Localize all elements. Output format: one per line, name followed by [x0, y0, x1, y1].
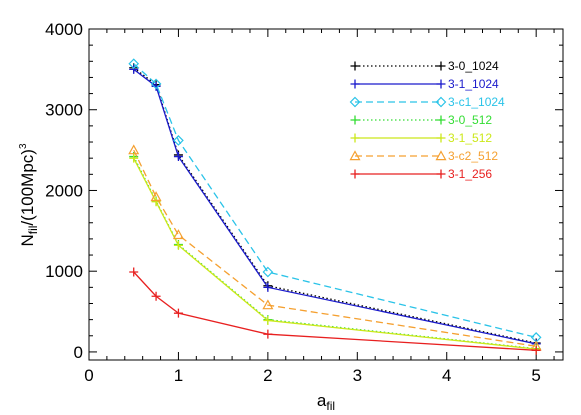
x-tick-label: 4	[442, 366, 451, 385]
data-point-3-1_1024	[151, 81, 161, 91]
y-axis-label-sup: 3	[18, 143, 29, 149]
y-axis-label-main: N	[18, 234, 37, 246]
y-axis-label-sub: fil	[26, 226, 40, 235]
legend-entry-3-c2_512: 3-c2_512	[349, 149, 498, 163]
legend-marker	[435, 96, 447, 108]
data-point-3-c1_1024	[128, 58, 140, 70]
data-point-3-1_512	[263, 315, 273, 325]
legend-entry-3-1_512: 3-1_512	[350, 131, 492, 145]
x-tick-label: 0	[84, 366, 93, 385]
y-axis-label-rest: /(100Mpc)	[18, 149, 37, 226]
data-point-3-c1_1024	[173, 135, 184, 146]
legend-marker	[436, 61, 446, 71]
legend-marker	[350, 169, 360, 179]
x-tick-label: 3	[353, 366, 362, 385]
y-tick-label: 1000	[45, 262, 83, 281]
x-axis-label-sub: fil	[326, 399, 335, 413]
plot-frame	[88, 28, 564, 361]
data-point-3-1_256	[151, 291, 161, 301]
data-point-3-1_256	[263, 329, 273, 339]
data-point-3-c2_512	[128, 144, 140, 155]
data-point-3-1_512	[173, 240, 183, 250]
legend-marker	[436, 79, 446, 89]
legend-marker	[350, 61, 360, 71]
legend-marker	[436, 169, 446, 179]
x-axis-label: afil	[317, 391, 335, 413]
legend-label: 3-1_256	[448, 167, 492, 181]
legend-marker	[435, 150, 447, 161]
data-point-3-1_512	[129, 153, 139, 163]
series-line-3-1_1024	[133, 68, 537, 345]
series-line-3-1_256	[133, 271, 537, 351]
series-line-3-0_512	[133, 156, 537, 350]
series-line-3-c1_1024	[133, 63, 537, 339]
x-tick-label: 5	[531, 366, 540, 385]
legend-label: 3-0_1024	[448, 59, 499, 73]
data-point-3-1_256	[129, 267, 139, 277]
legend-label: 3-1_1024	[448, 77, 499, 91]
data-point-3-1_256	[531, 345, 541, 355]
x-tick-label: 1	[174, 366, 183, 385]
y-axis-label: Nfil/(100Mpc)3	[18, 143, 40, 246]
data-point-3-1_1024	[129, 64, 139, 74]
legend-marker	[350, 133, 360, 143]
series-line-3-c2_512	[133, 149, 537, 347]
legend-entry-3-1_1024: 3-1_1024	[350, 77, 499, 91]
legend-marker	[349, 150, 361, 161]
data-point-3-c1_1024	[262, 266, 274, 278]
legend-marker	[350, 115, 360, 125]
data-point-3-c2_512	[262, 299, 274, 310]
data-point-3-c2_512	[150, 191, 162, 202]
legend-marker	[349, 96, 361, 108]
legend-label: 3-c2_512	[448, 149, 498, 163]
legend-entry-3-1_256: 3-1_256	[350, 167, 492, 181]
series-3-1_256	[129, 267, 541, 355]
legend-marker	[350, 79, 360, 89]
y-tick-label: 2000	[45, 181, 83, 200]
series-3-1_1024	[129, 64, 541, 349]
data-point-3-1_1024	[173, 152, 183, 162]
y-tick-label: 4000	[45, 20, 83, 39]
data-point-3-c2_512	[172, 229, 184, 240]
data-point-3-c1_1024	[150, 78, 162, 90]
data-point-3-1_1024	[263, 282, 273, 292]
x-tick-label: 2	[263, 366, 272, 385]
y-tick-label: 3000	[45, 101, 83, 120]
legend-label: 3-1_512	[448, 131, 492, 145]
legend-entry-3-0_512: 3-0_512	[350, 113, 492, 127]
legend-marker	[436, 133, 446, 143]
x-axis-label-main: a	[317, 391, 327, 410]
legend-label: 3-c1_1024	[448, 95, 505, 109]
data-point-3-1_256	[173, 308, 183, 318]
legend-entry-3-c1_1024: 3-c1_1024	[349, 95, 505, 109]
legend-marker	[436, 115, 446, 125]
y-tick-label: 0	[74, 343, 83, 362]
legend-label: 3-0_512	[448, 113, 492, 127]
legend-entry-3-0_1024: 3-0_1024	[350, 59, 499, 73]
series-line-3-1_512	[133, 157, 537, 350]
